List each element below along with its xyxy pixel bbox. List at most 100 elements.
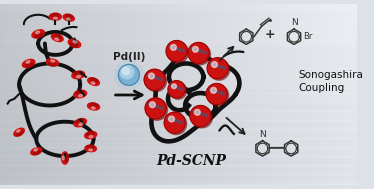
Bar bbox=[0, 12, 357, 15]
Circle shape bbox=[191, 107, 212, 128]
Circle shape bbox=[169, 116, 175, 122]
Bar bbox=[223, 4, 229, 185]
Bar bbox=[0, 26, 357, 29]
Bar bbox=[0, 130, 357, 133]
Ellipse shape bbox=[88, 78, 99, 85]
Bar bbox=[0, 87, 357, 90]
Bar bbox=[0, 98, 357, 101]
Polygon shape bbox=[147, 74, 162, 81]
Bar bbox=[0, 157, 357, 160]
Bar bbox=[0, 46, 357, 49]
Bar bbox=[210, 4, 215, 185]
Ellipse shape bbox=[33, 151, 40, 155]
Ellipse shape bbox=[91, 107, 95, 109]
Ellipse shape bbox=[91, 82, 95, 84]
Ellipse shape bbox=[76, 119, 83, 123]
Bar bbox=[0, 55, 357, 58]
Ellipse shape bbox=[77, 75, 80, 78]
Text: Sonogashira
Coupling: Sonogashira Coupling bbox=[299, 70, 364, 93]
Bar bbox=[0, 6, 357, 9]
Bar bbox=[299, 4, 304, 185]
Ellipse shape bbox=[91, 78, 98, 82]
Ellipse shape bbox=[31, 148, 42, 155]
Bar bbox=[353, 4, 358, 185]
Bar bbox=[169, 4, 175, 185]
Bar bbox=[0, 152, 357, 155]
Bar bbox=[0, 112, 357, 115]
Circle shape bbox=[208, 85, 229, 106]
Bar bbox=[281, 4, 286, 185]
Bar bbox=[205, 4, 211, 185]
Ellipse shape bbox=[35, 33, 43, 38]
Bar bbox=[219, 4, 224, 185]
Text: Br: Br bbox=[304, 32, 313, 41]
Bar bbox=[0, 30, 357, 34]
Ellipse shape bbox=[70, 43, 78, 47]
Circle shape bbox=[145, 71, 166, 92]
Circle shape bbox=[168, 81, 185, 98]
Bar bbox=[0, 91, 357, 94]
Bar bbox=[0, 134, 357, 137]
Bar bbox=[0, 35, 357, 38]
Bar bbox=[18, 4, 23, 185]
Bar bbox=[312, 4, 318, 185]
Ellipse shape bbox=[85, 132, 97, 139]
Bar bbox=[0, 136, 357, 140]
Ellipse shape bbox=[53, 17, 57, 19]
Bar bbox=[0, 114, 357, 117]
Ellipse shape bbox=[26, 61, 30, 63]
Bar bbox=[147, 4, 153, 185]
Bar bbox=[0, 145, 357, 149]
Ellipse shape bbox=[34, 149, 37, 151]
Bar bbox=[0, 181, 357, 185]
Bar bbox=[0, 116, 357, 119]
Ellipse shape bbox=[51, 60, 55, 62]
Bar bbox=[85, 4, 90, 185]
Bar bbox=[0, 163, 357, 167]
Ellipse shape bbox=[87, 145, 94, 149]
Bar bbox=[0, 80, 357, 83]
Bar bbox=[0, 173, 357, 176]
Bar bbox=[89, 4, 95, 185]
Circle shape bbox=[147, 99, 168, 120]
Ellipse shape bbox=[63, 14, 74, 21]
Ellipse shape bbox=[87, 132, 94, 136]
Ellipse shape bbox=[61, 152, 68, 164]
Bar bbox=[36, 4, 41, 185]
Bar bbox=[0, 121, 357, 124]
Bar bbox=[0, 60, 357, 63]
Bar bbox=[0, 150, 357, 153]
Bar bbox=[0, 19, 357, 22]
Bar bbox=[161, 4, 166, 185]
Ellipse shape bbox=[79, 94, 83, 97]
Bar bbox=[0, 143, 357, 146]
Bar bbox=[53, 4, 59, 185]
Bar bbox=[0, 94, 357, 97]
Bar bbox=[290, 4, 295, 185]
Ellipse shape bbox=[14, 128, 24, 136]
Circle shape bbox=[188, 43, 209, 64]
Bar bbox=[0, 62, 357, 65]
Bar bbox=[4, 4, 10, 185]
Bar bbox=[0, 4, 5, 185]
Circle shape bbox=[211, 87, 217, 93]
Bar bbox=[232, 4, 237, 185]
Bar bbox=[0, 148, 357, 151]
Circle shape bbox=[193, 46, 198, 52]
Bar bbox=[0, 75, 357, 79]
Bar bbox=[76, 4, 81, 185]
Polygon shape bbox=[191, 47, 206, 54]
Bar bbox=[308, 4, 313, 185]
Bar bbox=[134, 4, 139, 185]
Bar bbox=[0, 57, 357, 61]
Bar bbox=[102, 4, 108, 185]
Polygon shape bbox=[210, 63, 225, 69]
Circle shape bbox=[144, 69, 165, 90]
Bar bbox=[125, 4, 131, 185]
Bar bbox=[277, 4, 282, 185]
Bar bbox=[80, 4, 86, 185]
Ellipse shape bbox=[55, 38, 59, 40]
Ellipse shape bbox=[32, 30, 45, 38]
Polygon shape bbox=[171, 84, 183, 90]
Ellipse shape bbox=[79, 123, 83, 125]
